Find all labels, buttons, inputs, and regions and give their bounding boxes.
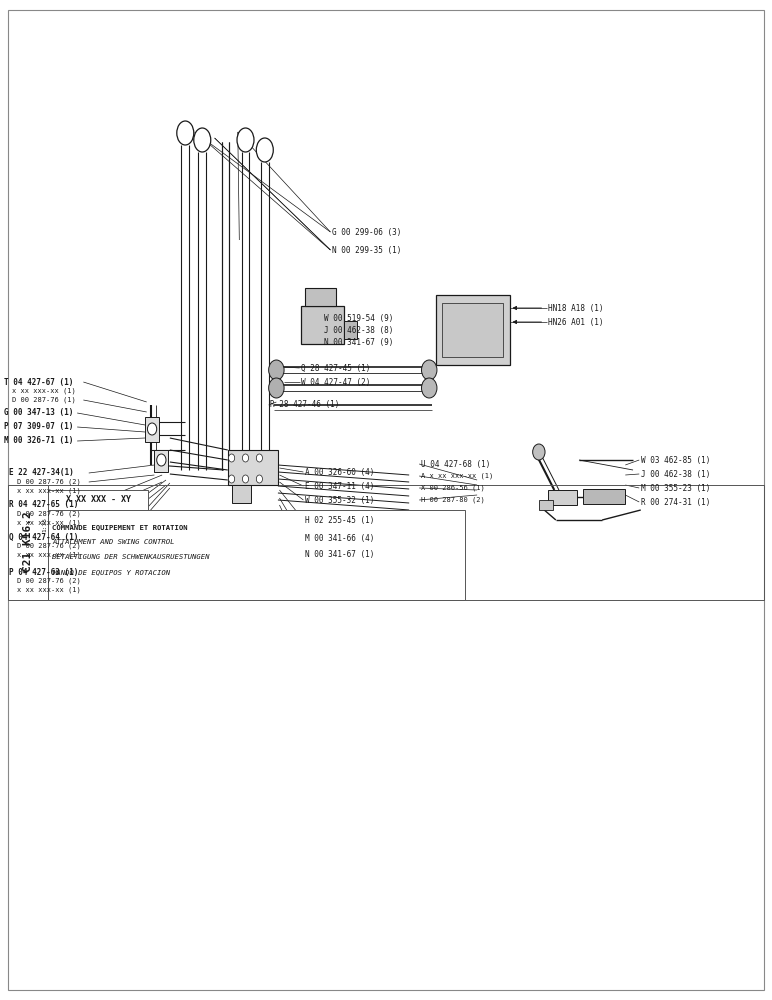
Text: W 03 462-85 (1): W 03 462-85 (1) xyxy=(641,456,710,464)
Circle shape xyxy=(229,475,235,483)
Circle shape xyxy=(269,378,284,398)
Text: U 04 427-68 (1): U 04 427-68 (1) xyxy=(421,460,490,468)
Circle shape xyxy=(422,360,437,380)
Circle shape xyxy=(242,475,249,483)
Text: H 00 287-80 (2): H 00 287-80 (2) xyxy=(421,497,485,503)
Text: E 22 427-34(1): E 22 427-34(1) xyxy=(9,468,74,478)
Text: D 00 287-76 (2): D 00 287-76 (2) xyxy=(17,543,81,549)
Text: H 02 255-45 (1): H 02 255-45 (1) xyxy=(305,516,374,524)
Text: M 00 326-71 (1): M 00 326-71 (1) xyxy=(4,436,73,446)
Text: D 00 287-76 (1): D 00 287-76 (1) xyxy=(12,397,76,403)
Text: A x xx xxx-xx (1): A x xx xxx-xx (1) xyxy=(421,473,493,479)
Text: J 00 462-38 (8): J 00 462-38 (8) xyxy=(324,326,394,334)
Circle shape xyxy=(256,454,262,462)
Circle shape xyxy=(242,454,249,462)
Bar xyxy=(305,288,336,306)
Text: W 00 355-32 (1): W 00 355-32 (1) xyxy=(305,495,374,504)
Text: R 04 427-65 (1): R 04 427-65 (1) xyxy=(9,500,79,510)
Bar xyxy=(154,450,168,472)
Text: C21 K16.2: C21 K16.2 xyxy=(23,512,32,572)
Text: x xx xxx-xx (1): x xx xxx-xx (1) xyxy=(17,552,81,558)
Bar xyxy=(539,500,553,510)
Text: R 00 274-31 (1): R 00 274-31 (1) xyxy=(641,497,710,506)
Text: X 00 286-56 (1): X 00 286-56 (1) xyxy=(421,485,485,491)
Text: W 04 427-47 (2): W 04 427-47 (2) xyxy=(301,377,371,386)
Text: 1:75: 1:75 xyxy=(42,516,47,532)
Text: E 00 347-11 (4): E 00 347-11 (4) xyxy=(305,482,374,490)
Text: T 04 427-67 (1): T 04 427-67 (1) xyxy=(4,377,73,386)
Ellipse shape xyxy=(256,138,273,162)
Text: M 00 355-23 (1): M 00 355-23 (1) xyxy=(641,484,710,492)
Bar xyxy=(548,490,577,505)
Text: COMMANDE EQUIPEMENT ET ROTATION: COMMANDE EQUIPEMENT ET ROTATION xyxy=(52,524,188,530)
Text: D 00 287-76 (2): D 00 287-76 (2) xyxy=(17,578,81,584)
Text: MANDO DE EQUIPOS Y ROTACION: MANDO DE EQUIPOS Y ROTACION xyxy=(52,569,171,575)
Circle shape xyxy=(533,444,545,460)
Ellipse shape xyxy=(177,121,194,145)
Circle shape xyxy=(157,454,166,466)
Text: x xx xxx-xx (1): x xx xxx-xx (1) xyxy=(17,488,81,494)
Text: Q 28 427-45 (1): Q 28 427-45 (1) xyxy=(301,363,371,372)
Bar xyxy=(301,306,344,344)
Text: P 04 427-63 (1): P 04 427-63 (1) xyxy=(9,568,79,576)
Text: R 28 427-46 (1): R 28 427-46 (1) xyxy=(270,400,340,410)
Text: D 00 287-76 (2): D 00 287-76 (2) xyxy=(17,511,81,517)
Circle shape xyxy=(269,360,284,380)
Text: X XX XXX - XY: X XX XXX - XY xyxy=(66,495,130,504)
Text: ATTACHMENT AND SWING CONTROL: ATTACHMENT AND SWING CONTROL xyxy=(52,539,175,545)
Text: BETAETIGUNG DER SCHWENKAUSRUESTUNGEN: BETAETIGUNG DER SCHWENKAUSRUESTUNGEN xyxy=(52,554,210,560)
Text: G 00 299-06 (3): G 00 299-06 (3) xyxy=(332,228,401,236)
Text: Q 04 427-64 (1): Q 04 427-64 (1) xyxy=(9,532,79,542)
Text: G 00 347-13 (1): G 00 347-13 (1) xyxy=(4,408,73,418)
Bar xyxy=(228,450,278,485)
Bar xyxy=(442,303,503,357)
Text: W 00 519-54 (9): W 00 519-54 (9) xyxy=(324,314,394,322)
Circle shape xyxy=(256,475,262,483)
Text: N 00 299-35 (1): N 00 299-35 (1) xyxy=(332,245,401,254)
Text: x xx xxx-xx (1): x xx xxx-xx (1) xyxy=(17,520,81,526)
Text: HN18 A18 (1): HN18 A18 (1) xyxy=(548,304,604,312)
Ellipse shape xyxy=(194,128,211,152)
Text: x xx xxx-xx (1): x xx xxx-xx (1) xyxy=(12,388,76,394)
Text: N 00 341-67 (9): N 00 341-67 (9) xyxy=(324,338,394,347)
Bar xyxy=(8,485,48,600)
Bar xyxy=(436,295,510,365)
Text: HN26 A01 (1): HN26 A01 (1) xyxy=(548,318,604,326)
Bar xyxy=(232,485,251,503)
Text: A 00 326-60 (4): A 00 326-60 (4) xyxy=(305,468,374,477)
Text: P 07 309-07 (1): P 07 309-07 (1) xyxy=(4,422,73,432)
Bar xyxy=(583,489,625,504)
Text: N 00 341-67 (1): N 00 341-67 (1) xyxy=(305,550,374,560)
Text: x xx xxx-xx (1): x xx xxx-xx (1) xyxy=(17,587,81,593)
Bar xyxy=(344,321,357,339)
Text: J 00 462-38 (1): J 00 462-38 (1) xyxy=(641,470,710,479)
Ellipse shape xyxy=(237,128,254,152)
Bar xyxy=(8,485,764,600)
Bar xyxy=(145,417,159,442)
Circle shape xyxy=(422,378,437,398)
Bar xyxy=(48,510,465,600)
Bar xyxy=(48,490,148,510)
Circle shape xyxy=(229,454,235,462)
Text: D 00 287-76 (2): D 00 287-76 (2) xyxy=(17,479,81,485)
Circle shape xyxy=(147,423,157,435)
Text: M 00 341-66 (4): M 00 341-66 (4) xyxy=(305,534,374,542)
